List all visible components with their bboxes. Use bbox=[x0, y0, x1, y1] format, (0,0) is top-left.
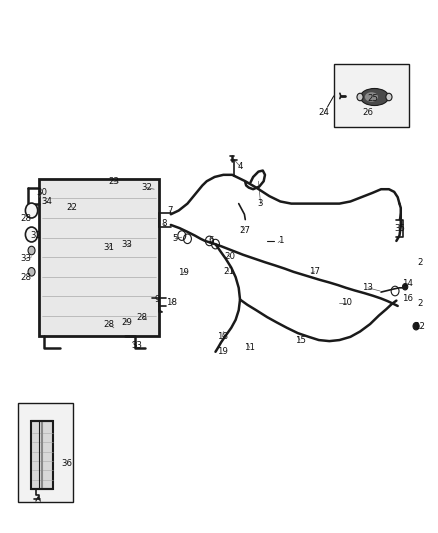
Text: 5: 5 bbox=[173, 235, 178, 243]
Text: 20: 20 bbox=[224, 253, 236, 261]
Text: 23: 23 bbox=[108, 177, 120, 185]
Circle shape bbox=[25, 203, 38, 218]
Text: 28: 28 bbox=[137, 313, 148, 321]
Text: 19: 19 bbox=[178, 269, 188, 277]
Text: 27: 27 bbox=[239, 226, 250, 235]
Circle shape bbox=[403, 284, 408, 290]
Text: 31: 31 bbox=[103, 244, 114, 252]
Text: 29: 29 bbox=[122, 318, 132, 327]
Circle shape bbox=[386, 93, 392, 101]
Circle shape bbox=[25, 227, 38, 242]
Text: 30: 30 bbox=[36, 189, 47, 197]
Text: 25: 25 bbox=[367, 94, 379, 103]
Text: 28: 28 bbox=[103, 320, 114, 328]
Text: 8: 8 bbox=[162, 220, 167, 228]
Text: 2: 2 bbox=[418, 300, 423, 308]
Text: 21: 21 bbox=[223, 268, 234, 276]
Text: 28: 28 bbox=[20, 214, 31, 223]
Text: 28: 28 bbox=[20, 273, 31, 281]
Text: 15: 15 bbox=[294, 336, 306, 344]
Text: 33: 33 bbox=[20, 254, 31, 263]
Text: 12: 12 bbox=[414, 322, 425, 330]
Circle shape bbox=[28, 268, 35, 276]
Text: 4: 4 bbox=[237, 162, 243, 171]
Text: 35: 35 bbox=[394, 224, 405, 232]
Text: 13: 13 bbox=[362, 284, 374, 292]
Text: 24: 24 bbox=[318, 109, 330, 117]
Text: 19: 19 bbox=[217, 348, 228, 356]
Text: 7: 7 bbox=[167, 206, 173, 215]
Text: 10: 10 bbox=[340, 298, 352, 307]
Ellipse shape bbox=[360, 88, 389, 106]
Text: 14: 14 bbox=[402, 279, 413, 288]
Circle shape bbox=[357, 93, 363, 101]
Text: 11: 11 bbox=[244, 343, 255, 352]
Text: 16: 16 bbox=[402, 294, 413, 303]
Bar bbox=[334, 64, 409, 127]
Text: 2: 2 bbox=[418, 258, 423, 266]
Text: 33: 33 bbox=[131, 341, 142, 350]
Bar bbox=[31, 421, 53, 489]
Text: 34: 34 bbox=[42, 197, 53, 206]
Text: 1: 1 bbox=[278, 237, 283, 245]
Text: 9: 9 bbox=[154, 295, 159, 304]
Text: 32: 32 bbox=[141, 183, 152, 192]
Text: 6: 6 bbox=[209, 237, 214, 245]
Text: 18: 18 bbox=[217, 333, 228, 341]
Circle shape bbox=[28, 246, 35, 255]
Text: 3: 3 bbox=[258, 199, 263, 208]
Text: 26: 26 bbox=[362, 109, 374, 117]
Text: 32: 32 bbox=[30, 231, 42, 240]
Text: 36: 36 bbox=[61, 459, 72, 468]
Ellipse shape bbox=[365, 92, 378, 102]
Text: 33: 33 bbox=[121, 240, 133, 248]
Circle shape bbox=[413, 322, 419, 330]
Text: 18: 18 bbox=[166, 298, 177, 307]
Text: 22: 22 bbox=[67, 204, 78, 212]
Bar bbox=[18, 403, 73, 502]
Text: 17: 17 bbox=[309, 268, 320, 276]
Bar bbox=[39, 179, 159, 336]
